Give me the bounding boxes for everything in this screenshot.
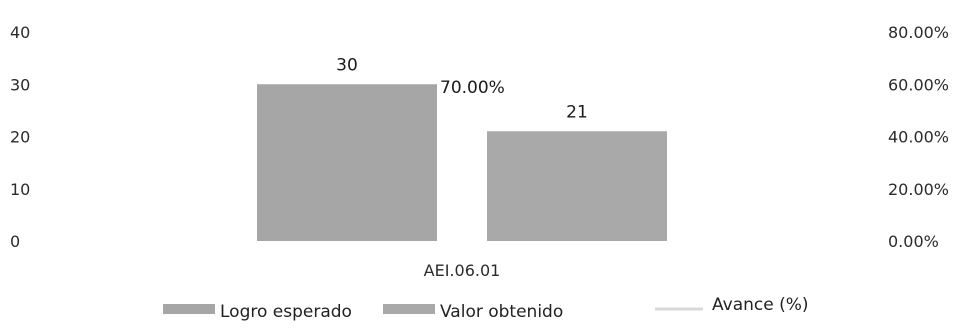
left-axis-tick-label: 40	[10, 23, 30, 42]
left-axis-tick-label: 10	[10, 180, 30, 199]
data-labels: 30 21 70.00%	[336, 55, 588, 122]
right-axis-tick-label: 20.00%	[888, 180, 949, 199]
bars	[257, 84, 667, 241]
legend-swatch	[163, 304, 215, 314]
bar-logro-esperado	[257, 84, 437, 241]
left-axis-tick-label: 0	[10, 232, 20, 251]
legend-label: Valor obtenido	[440, 302, 563, 322]
category-label: AEI.06.01	[424, 261, 501, 280]
right-axis-tick-label: 40.00%	[888, 128, 949, 147]
right-axis-ticks: 0.00% 20.00% 40.00% 60.00% 80.00%	[888, 23, 949, 251]
legend-swatch	[383, 304, 435, 314]
right-axis-tick-label: 60.00%	[888, 75, 949, 94]
left-axis-tick-label: 30	[10, 75, 30, 94]
left-axis-tick-label: 20	[10, 128, 30, 147]
legend-label: Logro esperado	[220, 302, 352, 322]
legend-label: Avance (%)	[712, 295, 809, 315]
avance-data-label: 70.00%	[440, 78, 505, 98]
right-axis-tick-label: 0.00%	[888, 232, 939, 251]
bar-data-label: 30	[336, 55, 358, 75]
bar-data-label: 21	[566, 102, 588, 122]
left-axis-ticks: 0 10 20 30 40	[10, 23, 30, 251]
category-labels: AEI.06.01	[424, 261, 501, 280]
legend: Logro esperado Valor obtenido Avance (%)	[163, 295, 809, 322]
bar-valor-obtenido	[487, 131, 667, 241]
right-axis-tick-label: 80.00%	[888, 23, 949, 42]
